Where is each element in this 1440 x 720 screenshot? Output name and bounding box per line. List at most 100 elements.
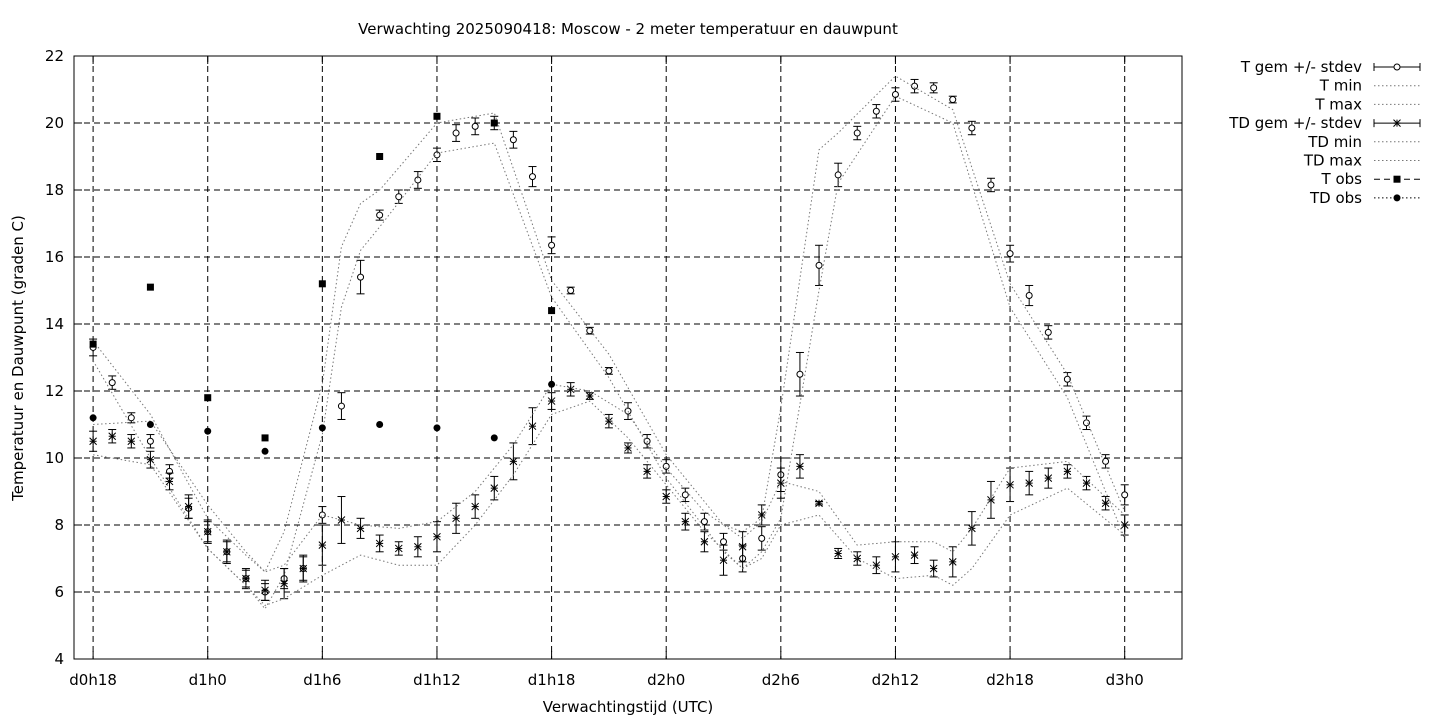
legend-item: TD obs xyxy=(1309,189,1420,207)
data-point-dot xyxy=(490,434,498,442)
data-point-asterisk xyxy=(1120,521,1129,529)
data-point-dot xyxy=(433,424,441,432)
data-point-circle xyxy=(414,176,422,184)
data-point-asterisk xyxy=(796,462,804,471)
x-axis-label: Verwachtingstijd (UTC) xyxy=(543,698,714,716)
data-point-square xyxy=(548,307,556,315)
y-tick-label: 12 xyxy=(45,382,64,400)
legend-item: T gem +/- stdev xyxy=(1240,58,1421,76)
data-point-asterisk xyxy=(299,564,308,573)
plot-frame xyxy=(73,55,1183,660)
data-point-circle xyxy=(1025,292,1033,300)
data-point-square xyxy=(433,112,441,120)
series-t-obs xyxy=(89,112,556,442)
data-point-dot xyxy=(376,421,384,428)
data-point-circle xyxy=(452,129,460,137)
data-point-circle xyxy=(1121,491,1129,499)
data-point-circle xyxy=(911,82,919,90)
data-point-square xyxy=(204,394,212,402)
legend-label: TD obs xyxy=(1309,189,1362,207)
series-td-gem-stdev xyxy=(89,382,1129,601)
data-point-circle xyxy=(834,171,842,179)
y-axis-label: Temperatuur en Dauwpunt (graden C) xyxy=(9,215,27,502)
x-tick-label: d2h6 xyxy=(762,671,800,689)
data-point-circle xyxy=(949,96,957,104)
data-point-asterisk xyxy=(681,517,690,526)
data-point-dot xyxy=(318,424,326,432)
data-point-square xyxy=(490,119,498,127)
legend-item: TD max xyxy=(1303,152,1420,170)
y-tick-label: 10 xyxy=(45,449,64,467)
data-point-asterisk xyxy=(776,479,785,487)
data-point-circle xyxy=(987,181,995,189)
legend-item: TD gem +/- stdev xyxy=(1228,114,1421,132)
legend-label: T min xyxy=(1319,77,1362,95)
data-point-asterisk xyxy=(929,564,938,573)
x-tick-label: d2h12 xyxy=(872,671,920,689)
data-point-circle xyxy=(127,414,135,422)
data-point-asterisk xyxy=(261,586,269,595)
x-tick-label: d3h0 xyxy=(1106,671,1144,689)
data-point-circle xyxy=(891,91,899,99)
data-point-circle xyxy=(605,367,613,375)
y-tick-label: 8 xyxy=(54,516,64,534)
data-point-asterisk xyxy=(585,392,594,400)
data-point-asterisk xyxy=(891,552,900,561)
data-point-circle xyxy=(318,511,326,519)
series-t-min xyxy=(92,95,1126,610)
data-point-asterisk xyxy=(643,467,651,476)
data-point-circle xyxy=(1082,419,1090,427)
data-point-circle xyxy=(853,129,861,137)
series-t-max xyxy=(92,75,1126,573)
data-point-asterisk xyxy=(490,484,499,493)
axes: d0h18 d1h0 d1h6 d1h12 d1h18 d2h0 d2h6 d2h12 d2h1… xyxy=(45,47,1183,689)
data-point-asterisk xyxy=(566,385,575,394)
data-point-circle xyxy=(815,261,823,269)
data-point-asterisk xyxy=(222,547,231,556)
data-point-asterisk xyxy=(757,511,766,519)
data-point-circle xyxy=(796,370,804,378)
series-td-max xyxy=(93,383,1126,573)
series-line xyxy=(93,400,1126,606)
data-point-dot xyxy=(89,414,97,422)
data-point-asterisk xyxy=(1006,480,1014,489)
data-point-dot xyxy=(1393,194,1401,202)
plot-area xyxy=(89,75,1129,610)
data-point-asterisk xyxy=(1393,119,1401,127)
data-point-square xyxy=(318,280,326,288)
data-point-asterisk xyxy=(127,437,136,446)
y-tick-label: 20 xyxy=(45,114,64,132)
legend-label: T gem +/- stdev xyxy=(1240,58,1362,76)
legend-label: T obs xyxy=(1321,170,1363,188)
y-tick-label: 14 xyxy=(45,315,64,333)
data-point-square xyxy=(261,434,269,442)
data-point-circle xyxy=(930,84,938,92)
data-point-dot xyxy=(261,447,269,455)
legend-label: TD min xyxy=(1307,133,1362,151)
data-point-asterisk xyxy=(203,527,212,536)
data-point-square xyxy=(146,283,154,291)
data-point-circle xyxy=(433,151,441,159)
data-point-asterisk xyxy=(108,432,117,441)
data-point-circle xyxy=(758,534,766,542)
legend-label: T max xyxy=(1314,95,1362,113)
data-point-asterisk xyxy=(184,502,193,511)
y-tick-label: 6 xyxy=(54,583,64,601)
data-point-dot xyxy=(548,380,556,388)
legend-item: T obs xyxy=(1321,170,1420,188)
data-point-asterisk xyxy=(89,437,97,446)
grid xyxy=(74,56,1182,659)
data-point-circle xyxy=(548,241,556,249)
data-point-circle xyxy=(1393,63,1401,71)
data-point-circle xyxy=(872,107,880,115)
data-point-asterisk xyxy=(547,397,556,405)
data-point-asterisk xyxy=(1082,479,1091,487)
data-point-circle xyxy=(586,327,594,335)
series-td-obs xyxy=(89,380,556,455)
data-point-asterisk xyxy=(910,551,919,560)
data-point-asterisk xyxy=(853,554,862,563)
y-tick-label: 4 xyxy=(54,650,64,668)
data-point-asterisk xyxy=(1025,479,1034,487)
x-tick-label: d2h18 xyxy=(986,671,1034,689)
data-point-asterisk xyxy=(1044,474,1053,482)
